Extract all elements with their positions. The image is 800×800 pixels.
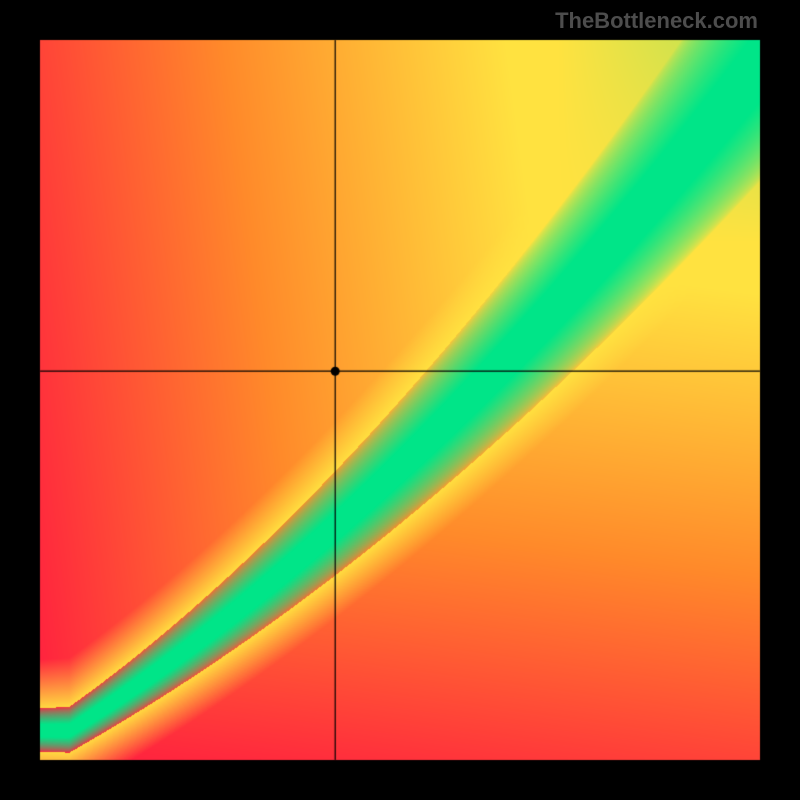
crosshair-overlay bbox=[0, 0, 800, 800]
